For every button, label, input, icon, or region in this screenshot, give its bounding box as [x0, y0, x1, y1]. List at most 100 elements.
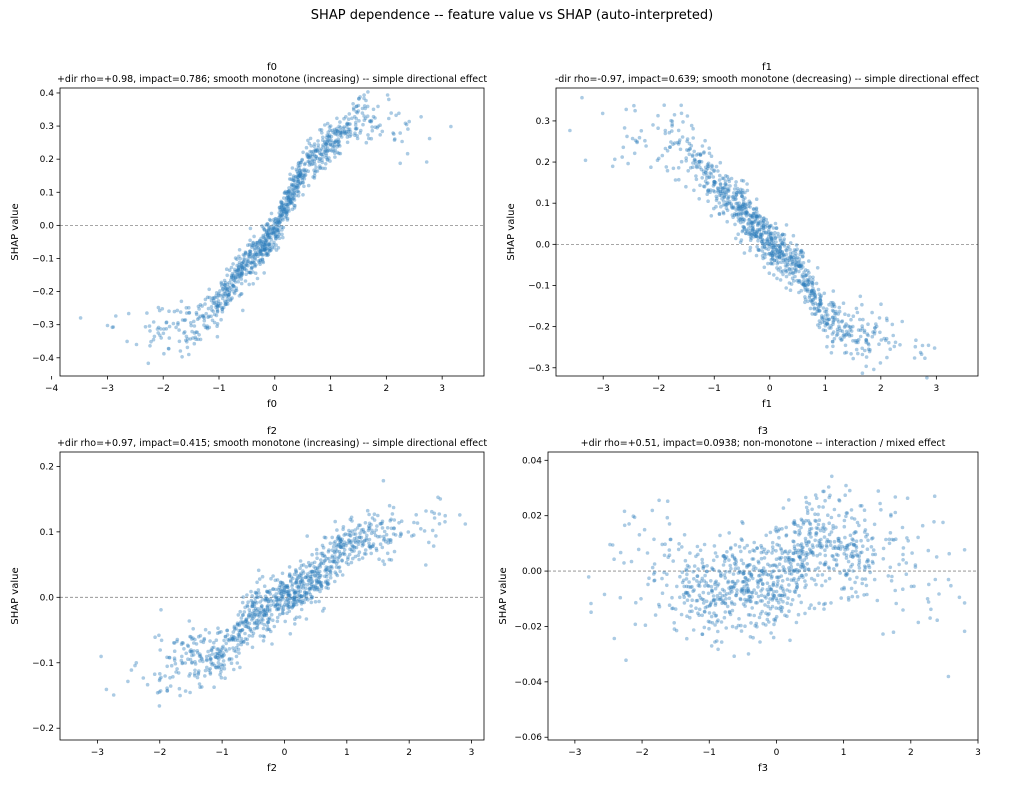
scatter-point — [756, 223, 760, 228]
scatter-point — [711, 175, 716, 179]
scatter-point — [730, 553, 735, 557]
scatter-point — [219, 317, 223, 322]
scatter-point — [345, 541, 349, 546]
scatter-point — [864, 355, 869, 359]
scatter-point — [345, 122, 349, 127]
scatter-point — [320, 158, 324, 162]
scatter-point — [809, 299, 814, 304]
scatter-point — [750, 221, 754, 225]
scatter-point — [769, 245, 774, 250]
scatter-point — [317, 575, 322, 580]
scatter-point — [244, 272, 248, 277]
scatter-point — [233, 638, 238, 642]
scatter-point — [783, 559, 788, 563]
scatter-point — [686, 169, 690, 173]
scatter-point — [793, 590, 798, 594]
scatter-point — [801, 552, 805, 556]
scatter-point — [305, 153, 309, 157]
scatter-point — [275, 228, 280, 233]
scatter-point — [373, 116, 377, 120]
scatter-point — [785, 260, 790, 265]
scatter-point — [247, 270, 251, 275]
scatter-point — [684, 591, 688, 595]
scatter-point — [720, 196, 724, 201]
scatter-point — [789, 564, 794, 569]
scatter-point — [134, 661, 139, 665]
scatter-point — [297, 575, 301, 579]
x-tick-label: 2 — [908, 748, 914, 758]
scatter-point — [186, 657, 190, 661]
scatter-point — [685, 139, 689, 144]
scatter-point — [269, 599, 274, 603]
scatter-point — [754, 600, 758, 605]
scatter-point — [744, 212, 748, 216]
scatter-point — [698, 152, 703, 156]
scatter-point — [773, 230, 777, 235]
scatter-point — [701, 565, 705, 569]
scatter-point — [810, 288, 815, 293]
scatter-point — [770, 257, 774, 261]
scatter-point — [346, 555, 350, 559]
scatter-point — [340, 537, 345, 542]
scatter-point — [281, 595, 285, 599]
scatter-point — [704, 170, 708, 175]
scatter-point — [823, 527, 828, 531]
scatter-point — [224, 641, 228, 646]
scatter-point — [799, 542, 804, 546]
scatter-point — [183, 330, 187, 334]
scatter-point — [210, 296, 215, 300]
scatter-point — [864, 338, 868, 342]
scatter-point — [228, 286, 232, 290]
scatter-point — [753, 217, 757, 222]
scatter-point — [862, 564, 867, 569]
scatter-point — [738, 205, 743, 210]
scatter-point — [190, 661, 194, 665]
scatter-point — [381, 478, 386, 483]
scatter-point — [239, 274, 243, 279]
scatter-point — [379, 521, 383, 526]
scatter-point — [766, 613, 770, 617]
scatter-point — [752, 232, 757, 237]
scatter-point — [791, 233, 796, 238]
scatter-point — [748, 201, 752, 206]
scatter-point — [239, 264, 243, 268]
scatter-point — [251, 254, 255, 259]
scatter-point — [265, 590, 270, 594]
scatter-point — [814, 519, 818, 523]
scatter-point — [244, 617, 249, 622]
scatter-point — [770, 253, 774, 258]
scatter-point — [126, 311, 131, 316]
scatter-point — [667, 522, 672, 526]
scatter-point — [843, 535, 847, 540]
scatter-point — [764, 596, 768, 600]
scatter-point — [294, 570, 299, 575]
x-tick-label: −2 — [635, 748, 648, 758]
scatter-point — [241, 260, 246, 264]
scatter-point — [322, 535, 327, 540]
scatter-point — [857, 523, 861, 528]
scatter-point — [771, 592, 775, 597]
scatter-point — [709, 614, 714, 619]
scatter-point — [213, 655, 218, 659]
scatter-point — [822, 320, 827, 325]
scatter-point — [713, 601, 718, 605]
scatter-point — [228, 637, 232, 641]
scatter-point — [202, 636, 207, 641]
scatter-point — [300, 157, 305, 162]
scatter-point — [797, 593, 801, 598]
scatter-point — [220, 307, 225, 311]
scatter-point — [399, 532, 404, 537]
scatter-point — [780, 551, 785, 555]
scatter-point — [778, 586, 783, 590]
scatter-point — [913, 563, 918, 567]
scatter-point — [276, 606, 281, 611]
scatter-point — [712, 190, 717, 194]
scatter-point — [783, 258, 787, 262]
scatter-point — [265, 234, 270, 238]
scatter-point — [799, 248, 804, 253]
scatter-point — [276, 595, 281, 600]
y-tick-label: 0.2 — [40, 462, 54, 472]
scatter-point — [207, 287, 211, 292]
scatter-point — [825, 545, 829, 549]
scatter-point — [822, 489, 826, 494]
